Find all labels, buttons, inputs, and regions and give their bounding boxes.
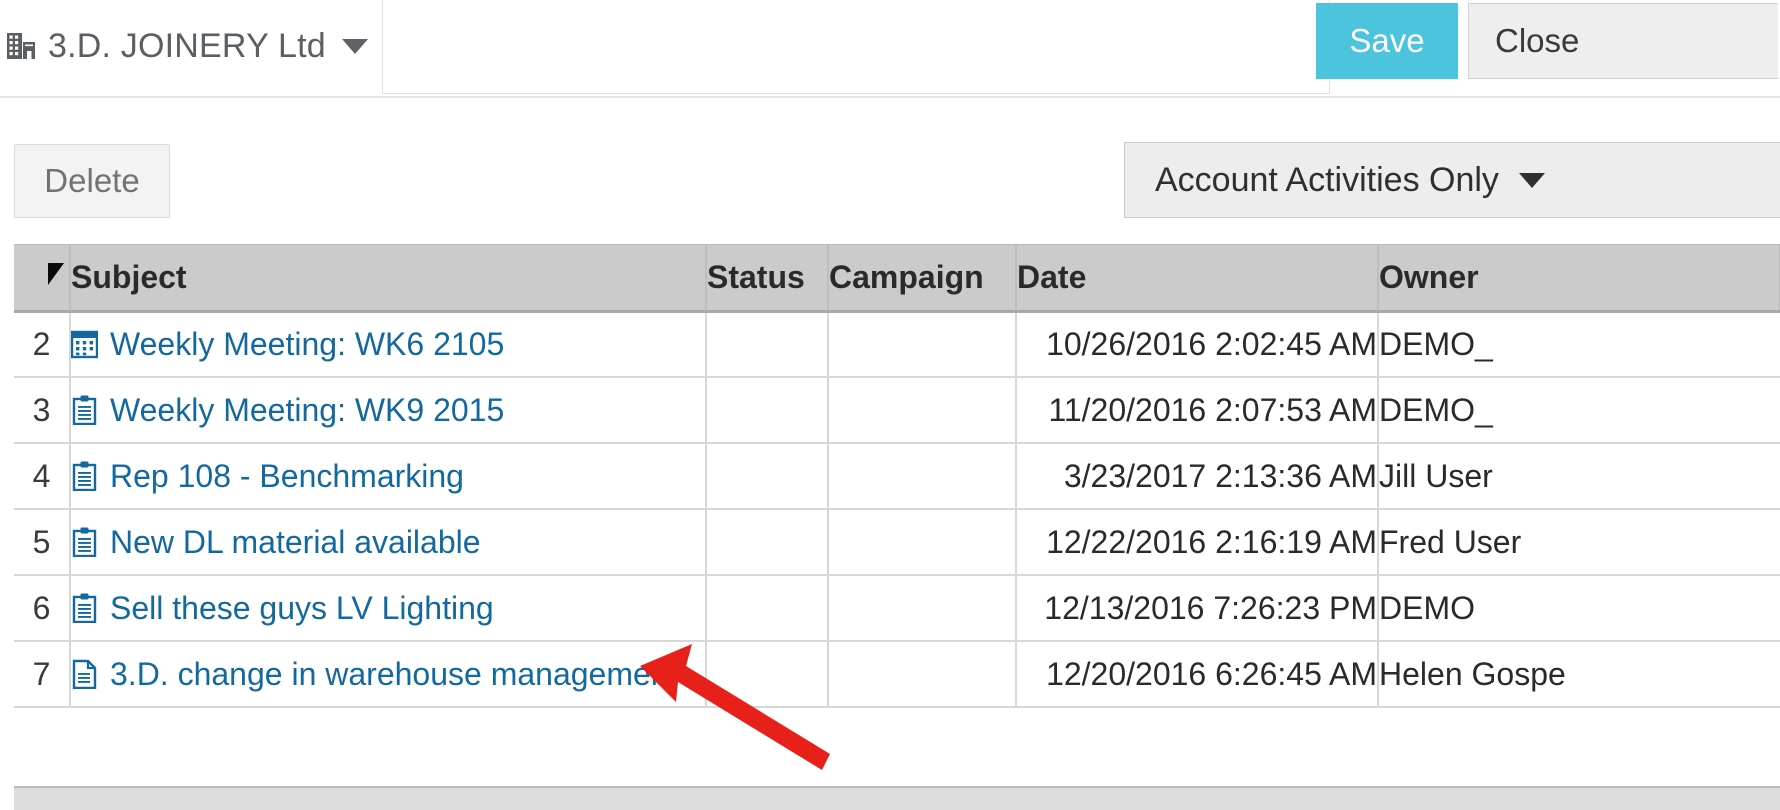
document-icon	[72, 659, 97, 689]
subject-link[interactable]: New DL material available	[110, 523, 481, 560]
cell-status	[706, 575, 829, 642]
row-number: 2	[14, 311, 71, 378]
activity-filter-label: Account Activities Only	[1155, 160, 1499, 199]
row-number: 7	[14, 641, 71, 708]
chevron-down-icon[interactable]	[341, 38, 368, 54]
activity-filter-dropdown[interactable]: Account Activities Only	[1124, 142, 1780, 218]
building-icon	[7, 33, 35, 59]
subject-link[interactable]: Weekly Meeting: WK6 2105	[110, 325, 505, 362]
cell-subject[interactable]: New DL material available	[70, 509, 707, 576]
table-row[interactable]: 4 Rep 108 - Benchmarking 3/23/2017 2:13:36…	[14, 443, 1780, 510]
cell-campaign	[828, 575, 1017, 642]
cell-status	[706, 443, 829, 510]
account-name-label: 3.D. JOINERY Ltd	[48, 26, 326, 65]
grid-corner-sort-cell[interactable]	[14, 245, 71, 313]
cell-subject[interactable]: Rep 108 - Benchmarking	[70, 443, 707, 510]
cell-campaign	[828, 509, 1017, 576]
account-selector[interactable]: 3.D. JOINERY Ltd	[6, 22, 368, 70]
cell-owner: DEMO_	[1378, 377, 1780, 444]
cell-campaign	[828, 443, 1017, 510]
grid-footer-strip	[14, 786, 1780, 810]
cell-status	[706, 311, 829, 378]
table-row[interactable]: 7 3.D. change in warehouse management 12/2…	[14, 641, 1780, 708]
subject-link[interactable]: Weekly Meeting: WK9 2015	[110, 391, 505, 428]
column-header-campaign[interactable]: Campaign	[828, 245, 1017, 313]
clipboard-icon	[72, 527, 97, 557]
cell-owner: Fred User	[1378, 509, 1780, 576]
cell-date: 12/20/2016 6:26:45 AM	[1016, 641, 1379, 708]
activities-table: Subject Status Campaign Date Owner 2 Week…	[14, 245, 1780, 708]
row-number: 3	[14, 377, 71, 444]
table-header: Subject Status Campaign Date Owner	[14, 245, 1780, 313]
row-number: 4	[14, 443, 71, 510]
subject-link[interactable]: 3.D. change in warehouse management	[110, 655, 678, 692]
cell-date: 10/26/2016 2:02:45 AM	[1016, 311, 1379, 378]
table-row[interactable]: 6 Sell these guys LV Lighting 12/13/2016 7…	[14, 575, 1780, 642]
column-header-owner[interactable]: Owner	[1378, 245, 1780, 313]
top-header-bar: 3.D. JOINERY Ltd Save Close	[0, 0, 1780, 98]
cell-campaign	[828, 311, 1017, 378]
cell-date: 3/23/2017 2:13:36 AM	[1016, 443, 1379, 510]
cell-owner: Helen Gospe	[1378, 641, 1780, 708]
delete-button[interactable]: Delete	[14, 144, 170, 218]
cell-date: 12/13/2016 7:26:23 PM	[1016, 575, 1379, 642]
column-header-date[interactable]: Date	[1016, 245, 1379, 313]
cell-subject[interactable]: Weekly Meeting: WK6 2105	[70, 311, 707, 378]
activities-grid: Subject Status Campaign Date Owner 2 Week…	[14, 244, 1780, 708]
cell-subject[interactable]: Sell these guys LV Lighting	[70, 575, 707, 642]
row-number: 6	[14, 575, 71, 642]
subject-link[interactable]: Rep 108 - Benchmarking	[110, 457, 464, 494]
column-header-status[interactable]: Status	[706, 245, 829, 313]
table-row[interactable]: 3 Weekly Meeting: WK9 2015 11/20/2016 2:07…	[14, 377, 1780, 444]
cell-status	[706, 509, 829, 576]
table-row[interactable]: 2 Weekly Meeting: WK6 2105 10/26/2016 2:02…	[14, 311, 1780, 378]
table-header-row: Subject Status Campaign Date Owner	[14, 245, 1780, 313]
calendar-icon	[71, 331, 98, 359]
table-body: 2 Weekly Meeting: WK6 2105 10/26/2016 2:02…	[14, 311, 1780, 708]
clipboard-icon	[72, 593, 97, 623]
cell-status	[706, 641, 829, 708]
close-button[interactable]: Close	[1468, 3, 1778, 79]
cell-subject[interactable]: 3.D. change in warehouse management	[70, 641, 707, 708]
table-row[interactable]: 5 New DL material available 12/22/2016 2:1…	[14, 509, 1780, 576]
clipboard-icon	[72, 461, 97, 491]
subject-link[interactable]: Sell these guys LV Lighting	[110, 589, 494, 626]
cell-owner: DEMO	[1378, 575, 1780, 642]
cell-subject[interactable]: Weekly Meeting: WK9 2015	[70, 377, 707, 444]
row-number: 5	[14, 509, 71, 576]
action-toolbar: Delete Account Activities Only	[0, 96, 1780, 244]
clipboard-icon	[72, 395, 97, 425]
header-content-panel	[382, 0, 1330, 94]
cell-date: 11/20/2016 2:07:53 AM	[1016, 377, 1379, 444]
sort-corner-icon	[48, 263, 64, 285]
column-header-subject[interactable]: Subject	[70, 245, 707, 313]
chevron-down-icon[interactable]	[1518, 172, 1545, 188]
cell-owner: DEMO_	[1378, 311, 1780, 378]
save-button[interactable]: Save	[1316, 3, 1458, 79]
cell-status	[706, 377, 829, 444]
cell-date: 12/22/2016 2:16:19 AM	[1016, 509, 1379, 576]
cell-owner: Jill User	[1378, 443, 1780, 510]
cell-campaign	[828, 377, 1017, 444]
cell-campaign	[828, 641, 1017, 708]
